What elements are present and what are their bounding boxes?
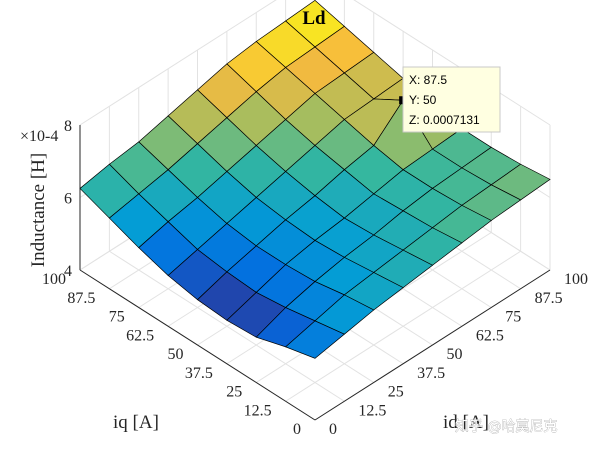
datatip-y: Y: 50 [409, 93, 437, 107]
y-tick-label: 12.5 [244, 402, 272, 419]
surface [79, 0, 551, 359]
x-tick-label: 87.5 [535, 290, 563, 307]
z-tick-label: 4 [64, 263, 72, 280]
x-tick-label: 50 [447, 346, 463, 363]
y-tick-label: 25 [226, 384, 242, 401]
x-axis-label: id [A] [443, 412, 489, 433]
z-tick-label: 6 [64, 191, 72, 208]
y-tick-label: 37.5 [185, 365, 213, 382]
surface-patch [284, 320, 346, 359]
x-tick-label: 37.5 [417, 365, 445, 382]
floor-grid-line [285, 250, 521, 402]
y-tick-label: 50 [168, 346, 184, 363]
tick-labels: 012.52537.55062.57587.5100012.52537.5506… [42, 118, 588, 438]
y-tick-label: 62.5 [126, 327, 154, 344]
y-tick-label: 75 [109, 309, 125, 326]
z-tick-label: 8 [64, 118, 72, 135]
y-tick-label: 0 [293, 421, 301, 438]
y-tick-label: 100 [42, 271, 66, 288]
axis-line [314, 269, 551, 421]
x-tick-label: 12.5 [358, 402, 386, 419]
chart-title: Ld [302, 8, 326, 29]
z-exponent-label: ×10-4 [20, 128, 58, 145]
datatip[interactable]: X: 87.5 Y: 50 Z: 0.0007131 [402, 66, 501, 133]
x-tick-label: 100 [564, 271, 588, 288]
x-tick-label: 0 [329, 421, 337, 438]
z-axis-label: Inductance [H] [28, 153, 49, 267]
datatip-box [402, 66, 501, 133]
datatip-x: X: 87.5 [409, 73, 447, 87]
x-tick-label: 62.5 [476, 327, 504, 344]
datatip-z: Z: 0.0007131 [409, 113, 480, 127]
axis-line [79, 269, 316, 421]
y-axis-label: iq [A] [113, 412, 159, 433]
x-tick-label: 75 [505, 309, 521, 326]
watermark: 知乎 @哈莫尼克 [455, 418, 557, 435]
y-tick-label: 87.5 [67, 290, 95, 307]
x-tick-label: 25 [388, 384, 404, 401]
